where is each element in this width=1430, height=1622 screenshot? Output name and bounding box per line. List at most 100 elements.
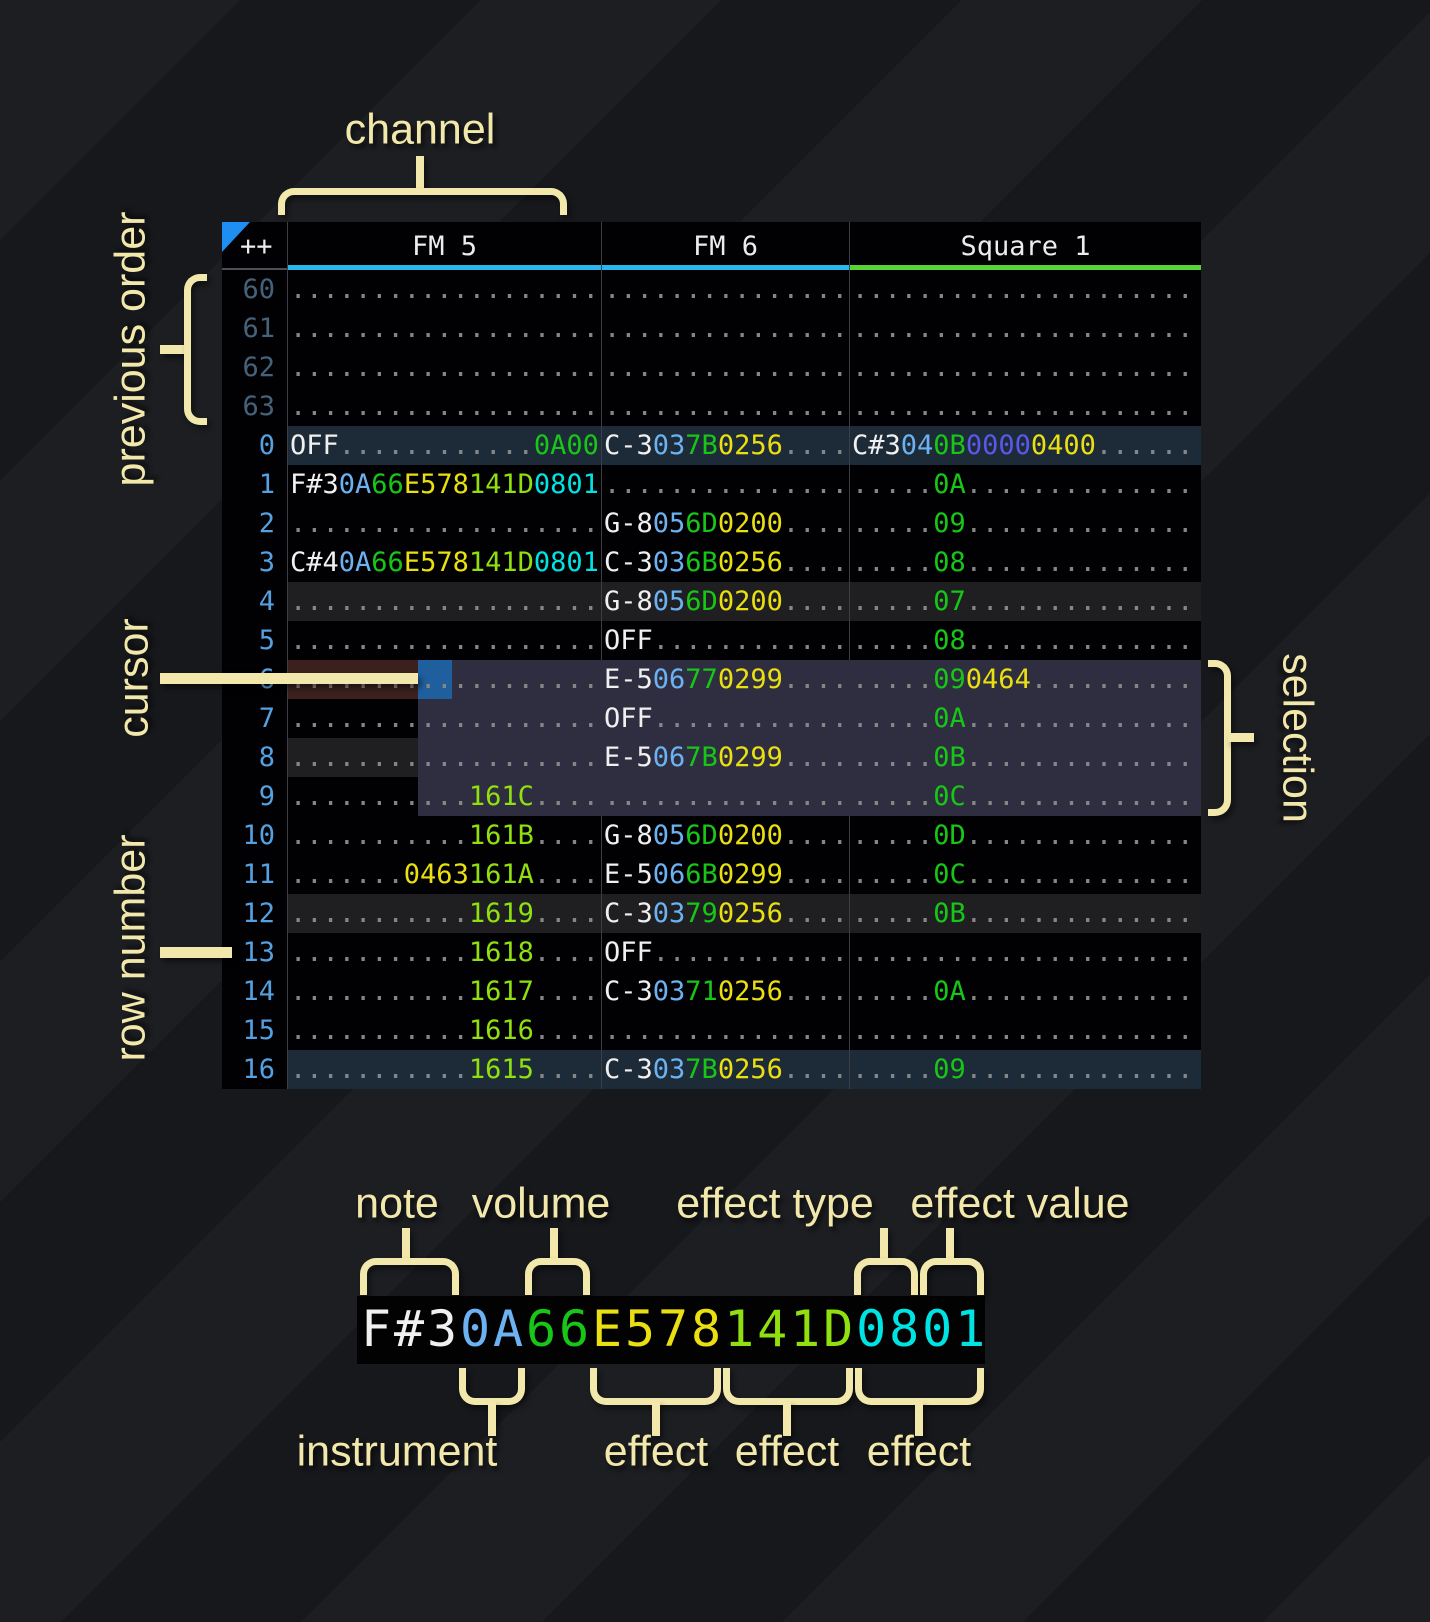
pattern-cell[interactable]: .....09.............. [850, 504, 1201, 543]
pattern-cell[interactable]: .....090464.......... [850, 660, 1201, 699]
cell-segment-vol: 7B [685, 430, 718, 461]
pattern-cell[interactable]: ............... [602, 465, 850, 504]
pattern-cell[interactable]: ...........1617.... [288, 972, 602, 1011]
cell-segment-dim: ............... [604, 781, 848, 812]
channel-header[interactable]: FM 5 [288, 222, 602, 270]
instrument-stem [488, 1402, 496, 1436]
pattern-cell[interactable]: ................... [288, 582, 602, 621]
pattern-cell[interactable]: ............... [602, 1011, 850, 1050]
pattern-cell[interactable]: .....0A.............. [850, 972, 1201, 1011]
pattern-cell[interactable]: ............... [602, 387, 850, 426]
note-label: note [355, 1179, 439, 1228]
cell-segment-vol: 66 [526, 1300, 593, 1358]
pattern-cell[interactable]: ............... [602, 777, 850, 816]
pattern-cell[interactable]: ................... [288, 699, 602, 738]
cell-segment-note: C-3 [604, 547, 653, 578]
cell-segment-fxy: 0200 [717, 586, 783, 617]
channel-header[interactable]: FM 6 [602, 222, 850, 270]
pattern-cell[interactable]: C-303710256.... [602, 972, 850, 1011]
cell-segment-fxy: E578 [403, 469, 469, 500]
pattern-row: 11 .......0463161A.... E-5066B0299........… [222, 855, 1201, 894]
pattern-cell[interactable]: ................... [288, 270, 602, 309]
pattern-cell[interactable]: C-3037B0256.... [602, 426, 850, 465]
pattern-cell[interactable]: ...........1618.... [288, 933, 602, 972]
pattern-cursor[interactable] [418, 660, 452, 699]
pattern-cell[interactable]: ..................... [850, 933, 1201, 972]
cell-segment-dim: .............. [965, 820, 1194, 851]
pattern-cell[interactable]: ...........161C.... [288, 777, 602, 816]
pattern-editor[interactable]: ++ FM 5 FM 6 Square 1 60..................… [222, 222, 1201, 1089]
pattern-cell[interactable]: C-303790256.... [602, 894, 850, 933]
pattern-cell[interactable]: ................... [288, 387, 602, 426]
pattern-cell[interactable]: ................... [288, 348, 602, 387]
pattern-cell[interactable]: ................... [288, 621, 602, 660]
pattern-cell[interactable]: C-3037B0256.... [602, 1050, 850, 1089]
pattern-cell[interactable]: ...........161B.... [288, 816, 602, 855]
instrument-brace [459, 1368, 525, 1405]
pattern-cell[interactable]: OFF............ [602, 621, 850, 660]
pattern-cell[interactable]: ..................... [850, 1011, 1201, 1050]
pattern-cell[interactable]: ...........1619.... [288, 894, 602, 933]
pattern-cell[interactable]: .......0463161A.... [288, 855, 602, 894]
pattern-cell[interactable]: .....0B.............. [850, 738, 1201, 777]
cell-segment-fxl: 1618 [468, 937, 534, 968]
pattern-cell[interactable]: ...........1615.... [288, 1050, 602, 1089]
pattern-cell[interactable]: E-5067B0299.... [602, 738, 850, 777]
cell-segment-fxl: 141D [468, 469, 534, 500]
pattern-cell[interactable]: .....0B.............. [850, 894, 1201, 933]
pattern-cell[interactable]: C#3040B00000400...... [850, 426, 1201, 465]
effect3-stem [915, 1402, 923, 1436]
pattern-cell[interactable]: C#40A66E578141D0801 [288, 543, 602, 582]
pattern-cell[interactable]: E-506770299.... [602, 660, 850, 699]
cell-segment-vol: 0B [933, 430, 966, 461]
row-number: 62 [222, 348, 288, 387]
pattern-rows[interactable]: 60......................................… [222, 270, 1201, 1089]
pattern-cell[interactable]: G-8056D0200.... [602, 816, 850, 855]
effect-type-brace [854, 1258, 918, 1295]
pattern-cell[interactable]: OFF............ [602, 699, 850, 738]
pattern-cell[interactable]: ...........1616.... [288, 1011, 602, 1050]
cell-segment-dim: ..... [852, 859, 934, 890]
order-corner-cell[interactable]: ++ [222, 222, 288, 270]
pattern-cell[interactable]: C-3036B0256.... [602, 543, 850, 582]
previous-order-brace [184, 274, 207, 425]
pattern-cell[interactable]: .....0D.............. [850, 816, 1201, 855]
pattern-cell[interactable]: .....0C.............. [850, 777, 1201, 816]
pattern-cell[interactable]: ................... [288, 309, 602, 348]
pattern-cell[interactable]: ............... [602, 270, 850, 309]
pattern-cell[interactable]: .....08.............. [850, 621, 1201, 660]
cell-segment-fxy: 0256 [717, 547, 783, 578]
pattern-cell[interactable]: .....0C.............. [850, 855, 1201, 894]
pattern-cell[interactable]: ..................... [850, 309, 1201, 348]
pattern-cell[interactable]: ..................... [850, 348, 1201, 387]
pattern-cell[interactable]: E-5066B0299.... [602, 855, 850, 894]
cell-segment-vol: 7B [685, 742, 718, 773]
cell-segment-fxy: 0200 [717, 820, 783, 851]
cell-segment-vol: 08 [933, 547, 966, 578]
pattern-cell[interactable]: ..................... [850, 270, 1201, 309]
cell-segment-dim: .... [782, 898, 848, 929]
pattern-cell[interactable]: .....0A.............. [850, 699, 1201, 738]
cell-segment-dim: ........... [290, 937, 469, 968]
pattern-cell[interactable]: ............... [602, 348, 850, 387]
pattern-cell[interactable]: .....07.............. [850, 582, 1201, 621]
pattern-row: 10 ...........161B.... G-8056D0200........… [222, 816, 1201, 855]
pattern-cell[interactable]: OFF............0A00 [288, 426, 602, 465]
pattern-cell[interactable]: G-8056D0200.... [602, 582, 850, 621]
effect1-label: effect [603, 1427, 709, 1476]
channel-header[interactable]: Square 1 [850, 222, 1201, 270]
cell-segment-vol: 6B [685, 547, 718, 578]
cell-segment-dim: .............. [965, 742, 1194, 773]
pattern-cell[interactable]: F#30A66E578141D0801 [288, 465, 602, 504]
cell-segment-note: G-8 [604, 586, 653, 617]
pattern-cell[interactable]: ................... [288, 738, 602, 777]
pattern-cell[interactable]: .....09.............. [850, 1050, 1201, 1089]
pattern-cell[interactable]: ..................... [850, 387, 1201, 426]
pattern-cell[interactable]: ............... [602, 309, 850, 348]
pattern-cell[interactable]: .....0A.............. [850, 465, 1201, 504]
pattern-cell[interactable]: ................... [288, 504, 602, 543]
pattern-cell[interactable]: .....08.............. [850, 543, 1201, 582]
pattern-cell[interactable]: G-8056D0200.... [602, 504, 850, 543]
pattern-cell[interactable]: OFF............ [602, 933, 850, 972]
